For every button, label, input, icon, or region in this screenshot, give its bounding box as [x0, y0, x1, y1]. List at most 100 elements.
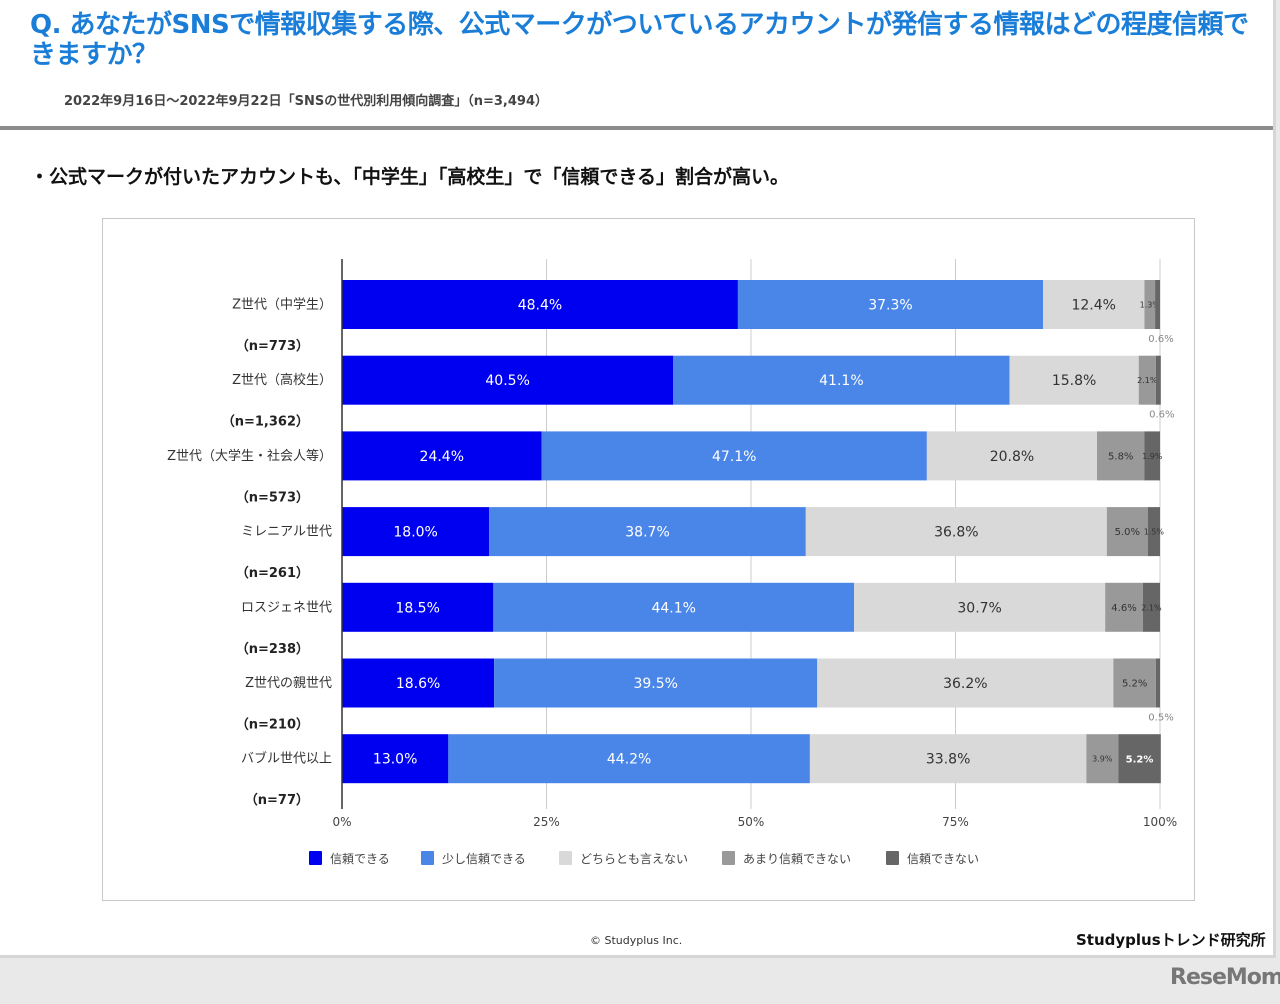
data-label: 0.5%: [1148, 713, 1173, 724]
data-label: 33.8%: [926, 752, 970, 768]
bar-segment: [1155, 355, 1161, 405]
bar-segment: [342, 280, 738, 329]
data-label: 2.1%: [1137, 376, 1158, 385]
data-label: 5.8%: [1108, 452, 1133, 463]
watermark-logo: ReseMom: [1170, 965, 1280, 990]
bar-segment: [1155, 280, 1160, 329]
data-label: 5.2%: [1122, 679, 1147, 690]
data-label: 18.5%: [395, 600, 439, 616]
legend-swatch: [722, 851, 735, 865]
bar-segment: [737, 280, 1044, 329]
category-label: Z世代（中学生）: [232, 297, 332, 313]
category-label: ロスジェネ世代: [241, 600, 332, 615]
data-label: 1.5%: [1144, 528, 1165, 537]
brand-label: Studyplusトレンド研究所: [1076, 931, 1266, 949]
bar-segment: [926, 431, 1098, 481]
data-label: 12.4%: [1071, 298, 1115, 314]
bar-segment: [1043, 280, 1145, 329]
bar-segment: [342, 431, 542, 481]
data-label: 5.2%: [1126, 754, 1154, 765]
sample-size-label: （n=1,362）: [222, 414, 309, 430]
stacked-bar-chart: 0% 25% 50% 75% 100% Z世代（中学生） （n=773） 48.4% 37.3%…: [167, 259, 1177, 866]
category-label: バブル世代以上: [241, 751, 332, 767]
data-label: 0.6%: [1149, 410, 1174, 421]
x-tick-label: 75%: [942, 815, 969, 829]
bar-segment: [342, 734, 449, 784]
bar-segment: [342, 582, 494, 632]
data-label: 1.3%: [1140, 301, 1161, 310]
legend-swatch: [309, 851, 322, 865]
data-label: 18.6%: [396, 676, 440, 692]
category-label: ミレニアル世代: [241, 525, 332, 540]
x-tick-label: 100%: [1143, 815, 1177, 829]
data-label: 0.6%: [1148, 334, 1173, 345]
bar-segment: [541, 431, 927, 481]
x-tick-label: 0%: [332, 815, 351, 829]
category-label: Z世代（高校生）: [232, 372, 332, 388]
bar-segment: [1144, 431, 1160, 481]
bar-segment: [1105, 582, 1143, 632]
sample-size-label: （n=773）: [236, 338, 309, 354]
data-label: 30.7%: [957, 600, 1001, 616]
data-label: 18.0%: [393, 525, 437, 541]
x-tick-label: 25%: [533, 815, 560, 829]
sample-size-label: （n=261）: [236, 565, 309, 581]
legend-swatch: [886, 851, 899, 865]
bar-segment: [854, 582, 1106, 632]
legend-label: 信頼できる: [330, 852, 390, 866]
legend-label: あまり信頼できない: [743, 852, 851, 866]
data-label: 5.0%: [1115, 527, 1140, 538]
data-label: 15.8%: [1052, 373, 1096, 389]
summary-text: ・公式マークが付いたアカウントも、「中学生」「高校生」で「信頼できる」割合が高い…: [30, 166, 790, 188]
bar-segment: [489, 507, 806, 557]
bar-segment: [1118, 734, 1161, 784]
survey-info: 2022年9月16日〜2022年9月22日「SNSの世代別利用傾向調査」（n=3…: [64, 94, 549, 109]
legend-label: 信頼できない: [907, 852, 979, 866]
bar-segment: [1086, 734, 1119, 784]
data-label: 39.5%: [633, 676, 677, 692]
question-title: Q. あなたがSNSで情報収集する際、公式マークがついているアカウントが発信する…: [30, 10, 1249, 70]
slide: Q. あなたがSNSで情報収集する際、公式マークがついているアカウントが発信する…: [0, 0, 1276, 958]
bar-segment: [342, 355, 674, 405]
bar-segment: [1106, 507, 1148, 557]
legend-swatch: [559, 851, 572, 865]
bar-segment: [817, 658, 1114, 708]
data-label: 13.0%: [373, 752, 417, 768]
header: Q. あなたがSNSで情報収集する際、公式マークがついているアカウントが発信する…: [0, 0, 1273, 130]
bar-segment: [448, 734, 810, 784]
data-label: 3.9%: [1092, 755, 1113, 764]
sample-size-label: （n=210）: [236, 717, 309, 733]
data-label: 41.1%: [819, 373, 863, 389]
sample-size-label: （n=238）: [236, 641, 309, 657]
x-tick-label: 50%: [738, 815, 765, 829]
data-label: 40.5%: [485, 373, 529, 389]
sample-size-label: （n=573）: [236, 489, 309, 505]
data-label: 4.6%: [1111, 603, 1136, 614]
data-label: 1.9%: [1142, 452, 1163, 461]
bar-segment: [1155, 658, 1160, 708]
bar-segment: [1113, 658, 1156, 708]
legend-swatch: [421, 851, 434, 865]
bar-segment: [1009, 355, 1139, 405]
data-label: 38.7%: [625, 525, 669, 541]
data-label: 48.4%: [518, 298, 562, 314]
data-label: 24.4%: [420, 449, 464, 465]
bar-segment: [805, 507, 1107, 557]
data-label: 20.8%: [990, 449, 1034, 465]
data-label: 44.2%: [607, 752, 651, 768]
data-label: 36.2%: [943, 676, 987, 692]
bar-segment: [342, 507, 490, 557]
legend-label: 少し信頼できる: [442, 852, 526, 866]
bar-segment: [1144, 280, 1156, 329]
bar-segment: [1147, 507, 1160, 557]
bar-segment: [342, 658, 495, 708]
sample-size-label: （n=77）: [245, 792, 309, 808]
bar-segment: [1138, 355, 1156, 405]
bar-segment: [494, 658, 818, 708]
legend-label: どちらとも言えない: [580, 852, 688, 866]
bar-segment: [809, 734, 1087, 784]
bar-segment: [673, 355, 1010, 405]
chart-container: 0% 25% 50% 75% 100% Z世代（中学生） （n=773） 48.4% 37.3%…: [102, 218, 1195, 901]
bar-segment: [1142, 582, 1160, 632]
data-label: 36.8%: [934, 525, 978, 541]
